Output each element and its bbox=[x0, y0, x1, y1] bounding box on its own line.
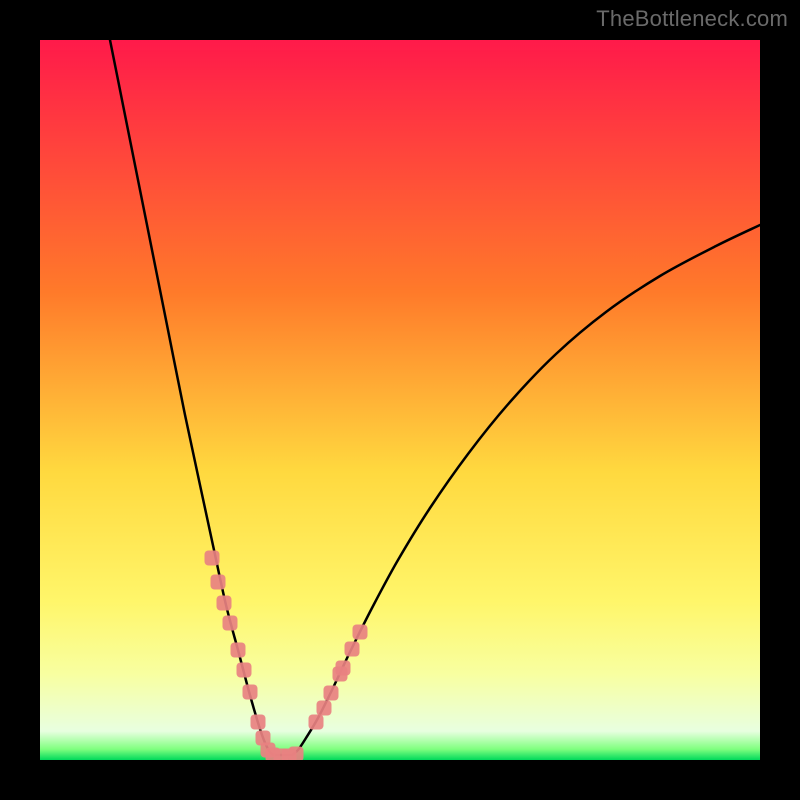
data-marker bbox=[237, 663, 252, 678]
data-marker bbox=[217, 596, 232, 611]
data-marker bbox=[324, 686, 339, 701]
data-marker bbox=[231, 643, 246, 658]
data-marker bbox=[309, 715, 324, 730]
data-marker bbox=[251, 715, 266, 730]
data-marker bbox=[353, 625, 368, 640]
data-marker bbox=[345, 642, 360, 657]
chart-container: TheBottleneck.com bbox=[0, 0, 800, 800]
data-marker bbox=[317, 701, 332, 716]
plot-background bbox=[40, 40, 760, 760]
data-marker bbox=[289, 747, 304, 761]
watermark-text: TheBottleneck.com bbox=[596, 6, 788, 32]
data-marker bbox=[223, 616, 238, 631]
data-marker bbox=[205, 551, 220, 566]
plot-svg bbox=[40, 40, 760, 760]
data-marker bbox=[333, 667, 348, 682]
data-marker bbox=[243, 685, 258, 700]
data-marker bbox=[211, 575, 226, 590]
